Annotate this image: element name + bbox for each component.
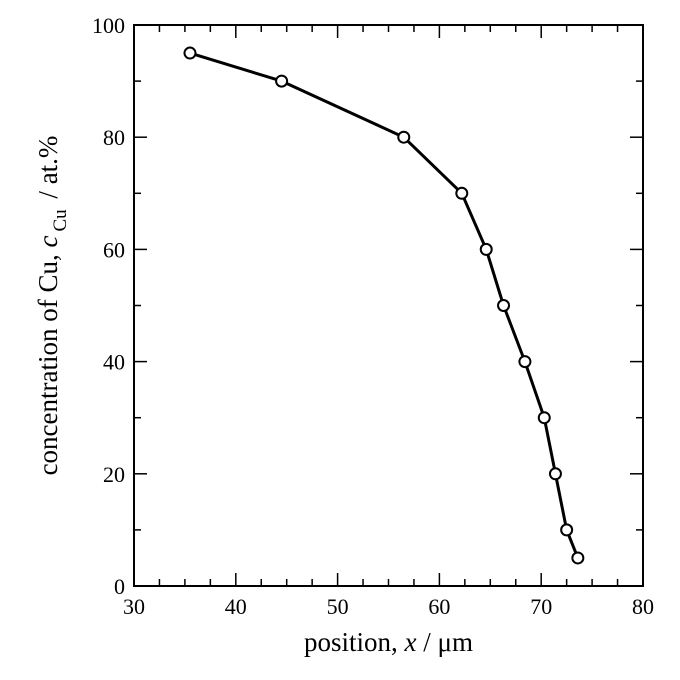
series-line: [189, 51, 580, 559]
data-point: [183, 46, 197, 60]
axis-ticks: [133, 24, 644, 587]
x-axis-label-var: x: [404, 627, 417, 657]
y-axis-label-var: c: [33, 235, 63, 247]
data-point: [275, 74, 289, 88]
y-tick-label: 80: [103, 125, 125, 150]
data-point: [571, 551, 585, 565]
x-tick-label: 30: [123, 594, 145, 619]
x-tick-label: 50: [327, 594, 349, 619]
data-point: [518, 355, 532, 369]
y-tick-label: 20: [103, 462, 125, 487]
data-point: [479, 242, 493, 256]
x-tick-label: 80: [632, 594, 654, 619]
data-series: [183, 46, 585, 565]
data-point: [397, 130, 411, 144]
y-tick-label: 0: [114, 574, 125, 599]
y-axis-label-text: concentration of Cu,: [33, 247, 63, 475]
data-point: [537, 411, 551, 425]
y-tick-label: 40: [103, 350, 125, 375]
data-point: [548, 467, 562, 481]
plot-frame: [133, 24, 644, 587]
tick-labels: 30 40 50 60 70 80 0 20 40 60 80 100: [92, 13, 654, 619]
y-axis-label-subscript: Cu: [50, 209, 71, 232]
x-axis-label: position, x / μm: [304, 627, 473, 657]
x-tick-label: 60: [428, 594, 450, 619]
data-point: [497, 299, 511, 312]
x-axis-label-unit: / μm: [417, 627, 473, 657]
y-axis-label-unit: / at.%: [33, 136, 63, 206]
x-tick-label: 40: [225, 594, 247, 619]
y-tick-label: 60: [103, 237, 125, 262]
y-tick-label: 100: [92, 13, 125, 38]
data-point: [455, 186, 469, 200]
x-axis-label-text: position,: [304, 627, 405, 657]
x-tick-label: 70: [530, 594, 552, 619]
y-axis-label: concentration of Cu, c Cu / at.%: [33, 136, 71, 476]
data-point: [560, 523, 574, 537]
